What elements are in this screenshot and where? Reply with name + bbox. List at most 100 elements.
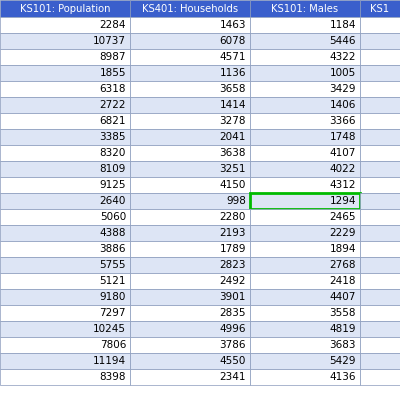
Text: 6821: 6821	[100, 116, 126, 126]
Text: 2492: 2492	[220, 276, 246, 286]
Text: 1184: 1184	[330, 20, 356, 30]
Text: 5060: 5060	[100, 212, 126, 222]
Bar	[360, 241, 400, 257]
Bar	[250, 161, 360, 177]
Text: 2835: 2835	[220, 308, 246, 318]
Bar	[0, 321, 130, 337]
Text: 3366: 3366	[330, 116, 356, 126]
Bar	[360, 129, 400, 145]
Bar	[0, 337, 130, 353]
Bar	[0, 65, 130, 81]
Bar	[0, 129, 130, 145]
Bar	[0, 273, 130, 289]
Bar	[360, 65, 400, 81]
Text: 4550: 4550	[220, 356, 246, 366]
Text: 3638: 3638	[220, 148, 246, 158]
Bar	[130, 161, 250, 177]
Text: 2640: 2640	[100, 196, 126, 206]
Bar	[360, 353, 400, 369]
Text: 8398: 8398	[100, 372, 126, 382]
Text: 7806: 7806	[100, 340, 126, 350]
Bar	[130, 193, 250, 209]
Text: 4136: 4136	[330, 372, 356, 382]
Bar	[360, 161, 400, 177]
Bar	[360, 145, 400, 161]
Bar	[360, 177, 400, 193]
Bar	[250, 321, 360, 337]
Bar	[360, 17, 400, 33]
Bar	[130, 113, 250, 129]
Text: 8320: 8320	[100, 148, 126, 158]
Text: 4022: 4022	[330, 164, 356, 174]
Bar	[130, 241, 250, 257]
Bar	[360, 81, 400, 97]
Bar	[130, 337, 250, 353]
Bar	[360, 337, 400, 353]
Bar	[250, 97, 360, 113]
Bar	[130, 49, 250, 65]
Bar	[360, 273, 400, 289]
Bar	[360, 209, 400, 225]
Bar	[130, 81, 250, 97]
Text: 998: 998	[226, 196, 246, 206]
Text: KS1: KS1	[370, 4, 390, 14]
Bar	[0, 209, 130, 225]
Bar	[130, 17, 250, 33]
Text: 9125: 9125	[100, 180, 126, 190]
Bar	[250, 369, 360, 385]
Text: 2193: 2193	[220, 228, 246, 238]
Text: 4996: 4996	[220, 324, 246, 334]
Text: 1414: 1414	[220, 100, 246, 110]
Text: 3278: 3278	[220, 116, 246, 126]
Text: 8987: 8987	[100, 52, 126, 62]
Bar	[250, 113, 360, 129]
Text: 2418: 2418	[330, 276, 356, 286]
Bar	[130, 129, 250, 145]
Text: 3251: 3251	[220, 164, 246, 174]
Bar	[250, 81, 360, 97]
Bar	[130, 353, 250, 369]
Bar	[0, 289, 130, 305]
Bar	[0, 17, 130, 33]
Bar	[360, 49, 400, 65]
Text: KS101: Population: KS101: Population	[20, 4, 110, 14]
Bar	[130, 33, 250, 49]
Bar	[130, 257, 250, 273]
Text: 3385: 3385	[100, 132, 126, 142]
Bar	[0, 257, 130, 273]
Bar	[360, 369, 400, 385]
Bar	[0, 81, 130, 97]
Bar	[130, 273, 250, 289]
Text: 5429: 5429	[330, 356, 356, 366]
Text: 1406: 1406	[330, 100, 356, 110]
Bar	[250, 65, 360, 81]
Text: 5755: 5755	[100, 260, 126, 270]
Text: 2280: 2280	[220, 212, 246, 222]
Bar	[250, 225, 360, 241]
Bar	[130, 65, 250, 81]
Bar	[250, 337, 360, 353]
Bar	[0, 0, 130, 17]
Bar	[0, 369, 130, 385]
Text: 6078: 6078	[220, 36, 246, 46]
Text: 1136: 1136	[220, 68, 246, 78]
Bar	[0, 225, 130, 241]
Bar	[250, 353, 360, 369]
Text: 2341: 2341	[220, 372, 246, 382]
Text: 1789: 1789	[220, 244, 246, 254]
Bar	[250, 129, 360, 145]
Text: 4571: 4571	[220, 52, 246, 62]
Text: 1748: 1748	[330, 132, 356, 142]
Text: 11194: 11194	[93, 356, 126, 366]
Text: 7297: 7297	[100, 308, 126, 318]
Bar	[0, 353, 130, 369]
Text: 6318: 6318	[100, 84, 126, 94]
Bar	[0, 113, 130, 129]
Bar	[250, 193, 360, 209]
Text: 9180: 9180	[100, 292, 126, 302]
Bar	[360, 0, 400, 17]
Text: 1294: 1294	[330, 196, 356, 206]
Bar	[130, 0, 250, 17]
Bar	[250, 17, 360, 33]
Text: 5446: 5446	[330, 36, 356, 46]
